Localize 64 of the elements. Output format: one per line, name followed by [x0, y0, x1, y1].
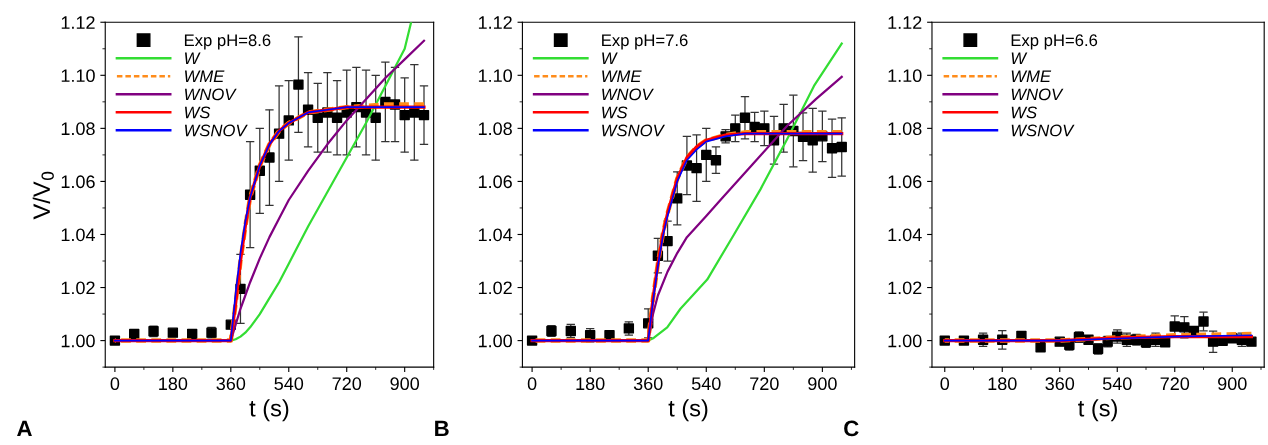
legend-label: WSNOV [1011, 124, 1075, 137]
y-tick-label: 1.12 [478, 16, 512, 29]
y-tick-label: 1.12 [888, 16, 922, 29]
legend-label: WS [602, 106, 628, 119]
text: C [844, 420, 859, 437]
x-tick-label: 0 [527, 377, 537, 391]
text: B [435, 420, 449, 437]
y-tick-label: 1.08 [888, 122, 922, 136]
y-tick-label: 1.00 [61, 334, 95, 348]
legend-label: WS [185, 106, 211, 119]
legend-label: WSNOV [602, 124, 666, 137]
legend-label: Exp pH=6.6 [1011, 34, 1098, 50]
y-tick-label: 1.06 [888, 175, 922, 189]
legend-label: WME [185, 70, 225, 83]
y-tick-label: 1.02 [478, 281, 512, 295]
legend-label: WNOV [1011, 88, 1064, 101]
y-tick-label: 1.08 [478, 122, 512, 136]
y-tick-label: 1.00 [888, 334, 922, 348]
legend-label: Exp pH=8.6 [184, 34, 271, 50]
legend-label: W [185, 52, 201, 65]
y-tick-label: 1.08 [61, 122, 95, 136]
legend-label: WNOV [602, 88, 654, 101]
y-tick-label: 1.06 [61, 175, 95, 189]
x-axis-title: t (s) [1078, 399, 1117, 422]
x-tick-label: 900 [390, 377, 420, 391]
x-tick-label: 360 [633, 377, 663, 391]
x-tick-label: 0 [940, 377, 950, 391]
legend-label: Exp pH=7.6 [602, 34, 688, 50]
legend-label: WSNOV [185, 124, 248, 137]
x-axis-title: t (s) [249, 399, 289, 422]
x-tick-label: 180 [988, 377, 1017, 391]
legend-label: W [1011, 52, 1028, 65]
y-tick-label: 1.04 [61, 228, 95, 242]
y-tick-label: 1.10 [888, 69, 922, 83]
y-tick-label: 1.00 [478, 334, 512, 348]
x-tick-label: 900 [808, 377, 837, 391]
x-tick-label: 180 [159, 377, 188, 391]
y-tick-label: 1.12 [61, 16, 95, 29]
x-tick-label: 540 [274, 377, 304, 391]
x-tick-label: 0 [110, 377, 120, 391]
x-tick-label: 360 [1045, 377, 1075, 391]
x-axis-title: t (s) [668, 399, 708, 422]
y-tick-label: 1.02 [61, 281, 95, 295]
x-tick-label: 540 [1102, 377, 1132, 391]
x-tick-label: 720 [750, 377, 779, 391]
x-tick-label: 540 [691, 377, 721, 391]
legend-label: WNOV [185, 88, 237, 101]
y-tick-label: 1.10 [478, 69, 512, 83]
x-tick-label: 360 [216, 377, 246, 391]
x-tick-label: 720 [332, 377, 362, 391]
y-tick-label: 1.02 [888, 281, 922, 295]
text: A [17, 420, 32, 437]
x-tick-label: 720 [1160, 377, 1190, 391]
legend-label: W [602, 52, 618, 65]
legend-label: WME [1011, 70, 1052, 83]
y-tick-label: 1.04 [478, 228, 513, 242]
y-axis-title: V/V$_{0}$ [32, 171, 54, 220]
x-tick-label: 180 [576, 377, 605, 391]
legend-label: WS [1011, 106, 1037, 119]
y-tick-label: 1.06 [478, 175, 512, 189]
legend-label: WME [602, 70, 642, 83]
x-tick-label: 900 [1218, 377, 1247, 391]
y-tick-label: 1.10 [61, 69, 95, 83]
y-tick-label: 1.04 [888, 228, 922, 242]
